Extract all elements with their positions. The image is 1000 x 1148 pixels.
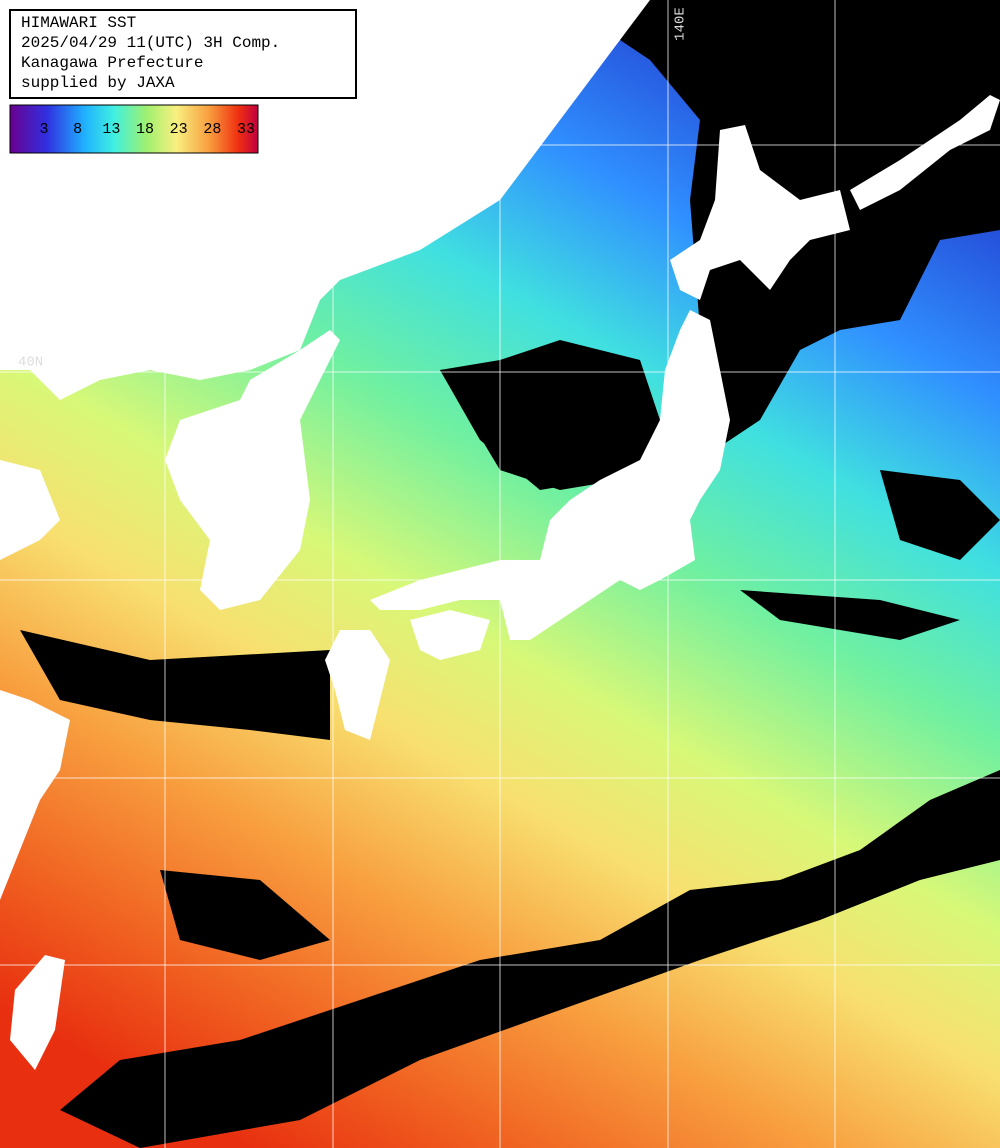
colorbar-label: 3: [39, 121, 48, 138]
colorbar-label: 23: [170, 121, 188, 138]
colorbar-labels: 3 8 13 18 23 28 33: [39, 121, 255, 138]
header-box: HIMAWARI SST 2025/04/29 11(UTC) 3H Comp.…: [9, 9, 357, 99]
header-background: [9, 9, 357, 99]
colorbar-label: 8: [73, 121, 82, 138]
colorbar-label: 28: [203, 121, 221, 138]
header-line: supplied by JAXA: [21, 74, 175, 92]
colorbar: [9, 104, 259, 154]
colorbar-label: 33: [237, 121, 255, 138]
land: [0, 0, 1000, 1070]
colorbar-label: 13: [102, 121, 120, 138]
header-line: Kanagawa Prefecture: [21, 54, 203, 72]
longitude-label: 140E: [673, 7, 689, 41]
header-line: HIMAWARI SST: [21, 14, 136, 32]
colorbar-label: 18: [136, 121, 154, 138]
header-line: 2025/04/29 11(UTC) 3H Comp.: [21, 34, 280, 52]
latitude-label: 40N: [18, 355, 43, 371]
